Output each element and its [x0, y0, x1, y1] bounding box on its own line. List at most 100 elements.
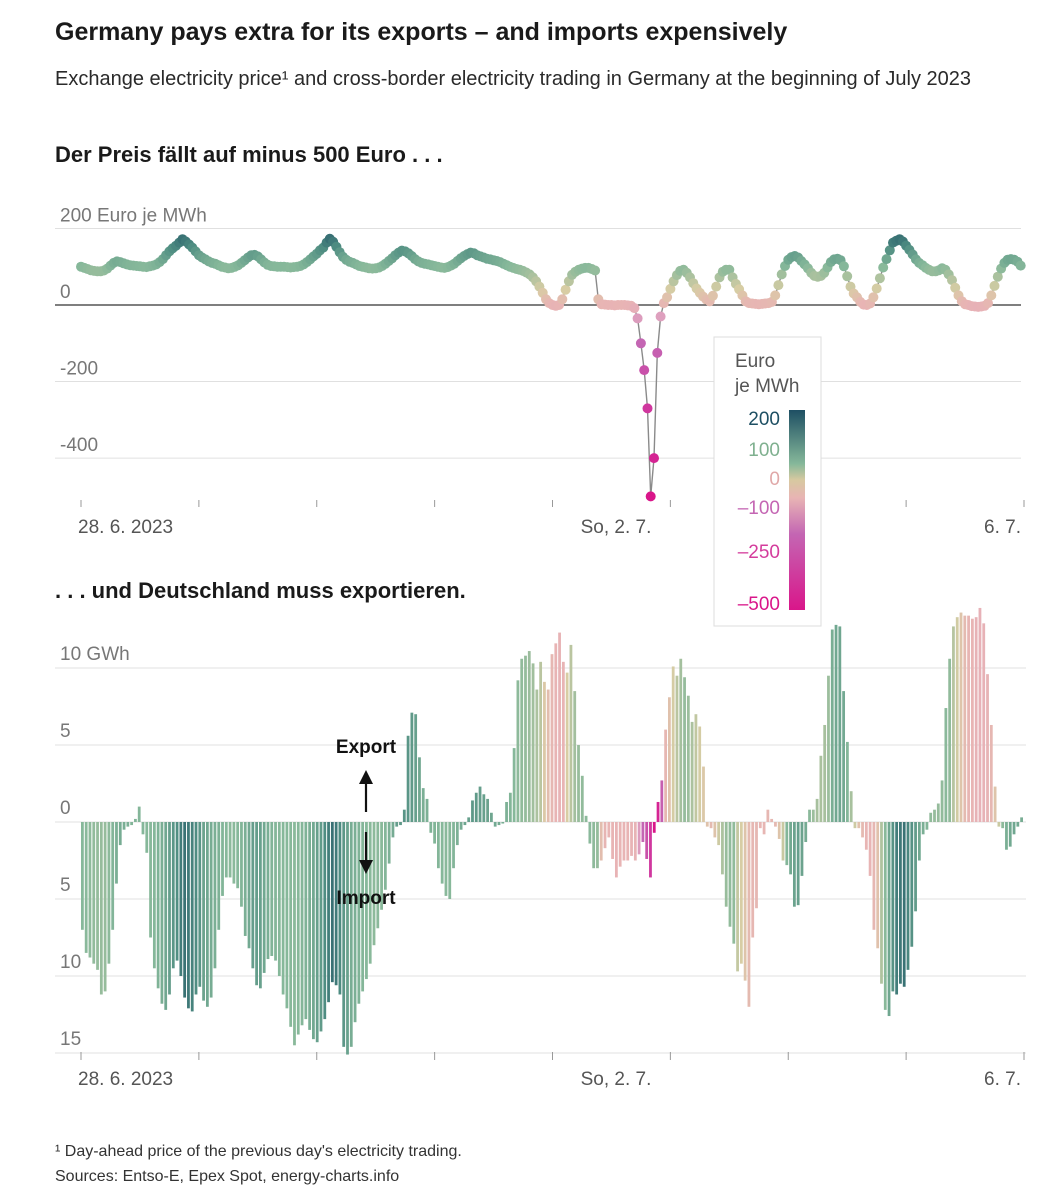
trade-bar	[959, 612, 963, 822]
trade-bar	[558, 632, 561, 822]
trade-bar	[429, 822, 433, 833]
trade-y-tick-label: 15	[60, 1029, 81, 1050]
trade-bar	[819, 755, 823, 822]
price-point	[868, 292, 879, 303]
price-point	[642, 403, 653, 414]
trade-bar	[1001, 822, 1005, 829]
price-x-tick-label: 6. 7.	[984, 517, 1021, 538]
trade-bar	[671, 666, 675, 822]
trade-bar	[406, 735, 410, 822]
trade-bar	[641, 822, 645, 843]
trade-bar	[550, 654, 554, 822]
trade-bar	[925, 822, 929, 830]
trade-bar	[997, 822, 1001, 827]
price-point	[986, 290, 997, 301]
trade-bar	[471, 800, 474, 822]
trade-bar	[607, 822, 611, 838]
trade-bar	[130, 822, 134, 826]
price-point	[635, 338, 646, 349]
price-point	[773, 280, 784, 291]
price-point	[881, 254, 892, 265]
trade-bar	[266, 822, 270, 960]
trade-bar	[236, 822, 240, 889]
legend-label-100: 100	[748, 440, 780, 461]
trade-bar	[952, 626, 955, 822]
trade-bar	[781, 822, 785, 861]
trade-bar	[92, 822, 96, 964]
trade-bar	[808, 809, 811, 822]
trade-bar	[319, 822, 323, 1032]
trade-bar	[565, 672, 569, 822]
price-point	[989, 280, 1000, 291]
trade-bar	[368, 822, 372, 964]
price-point	[983, 298, 993, 309]
trade-bar	[81, 822, 84, 930]
trade-bar	[800, 822, 804, 876]
price-chart: 200 Euro je MWh 0 -200 -400 28. 6. 2023 So, 2…	[55, 205, 1026, 538]
trade-bar	[467, 817, 471, 822]
trade-bar	[168, 822, 171, 995]
trade-bar	[395, 822, 399, 827]
trade-bar	[251, 822, 255, 969]
trade-bar	[516, 680, 520, 822]
trade-bar	[728, 822, 732, 927]
trade-bar	[982, 623, 986, 822]
trade-bar	[853, 822, 857, 829]
trade-bar	[815, 798, 819, 822]
legend-label-0: 0	[769, 469, 780, 490]
trade-y-tick-label: 10	[60, 952, 81, 973]
chart-subtitle: Exchange electricity price¹ and cross-bo…	[55, 68, 972, 90]
trade-bar	[84, 822, 88, 953]
trade-bar	[584, 815, 588, 822]
export-arrow-icon	[359, 770, 373, 784]
trade-bar	[876, 822, 880, 949]
trade-x-tick-label: 6. 7.	[984, 1069, 1021, 1090]
trade-bar	[709, 822, 713, 829]
trade-bar	[315, 822, 319, 1043]
price-point	[557, 294, 568, 305]
trade-x-tick-label: 28. 6. 2023	[78, 1069, 173, 1090]
trade-bar	[497, 822, 501, 826]
trade-bar	[444, 822, 448, 896]
price-point	[874, 273, 885, 284]
trade-bar	[861, 822, 864, 838]
trade-bar	[936, 803, 940, 822]
trade-bar	[141, 822, 145, 835]
trade-bar	[626, 822, 630, 861]
trade-bar	[899, 822, 902, 984]
trade-bar	[686, 695, 690, 822]
price-point	[770, 290, 781, 301]
trade-bar	[618, 822, 622, 867]
trade-bar	[486, 798, 490, 822]
trade-bar	[387, 822, 391, 864]
trade-bar	[452, 822, 455, 869]
price-point	[884, 245, 895, 256]
trade-bar	[785, 822, 789, 866]
price-point	[871, 283, 882, 294]
price-point	[1015, 260, 1026, 271]
trade-bar	[963, 615, 967, 822]
trade-bar	[846, 741, 849, 822]
trade-bar	[365, 822, 368, 980]
trade-bar	[668, 697, 671, 822]
trade-bar	[830, 629, 834, 822]
trade-bar	[493, 822, 497, 827]
price-x-tick-label: 28. 6. 2023	[78, 517, 173, 538]
trade-bar	[736, 822, 739, 972]
trade-bar	[418, 757, 421, 822]
legend-title-line1: Euro	[735, 351, 775, 372]
trade-bar	[179, 822, 183, 976]
trade-bar	[758, 822, 762, 829]
trade-bar	[357, 822, 361, 1004]
trade-bar	[827, 675, 830, 822]
trade-bar	[656, 801, 660, 822]
trade-bar	[262, 822, 266, 973]
trade-bar	[289, 822, 293, 1027]
trade-y-tick-label: 5	[60, 721, 71, 742]
trade-bar	[713, 822, 717, 838]
trade-bar	[535, 689, 539, 822]
trade-bar	[88, 822, 92, 958]
trade-bar	[107, 822, 111, 964]
trade-bar	[660, 780, 664, 822]
trade-bar	[134, 818, 137, 822]
